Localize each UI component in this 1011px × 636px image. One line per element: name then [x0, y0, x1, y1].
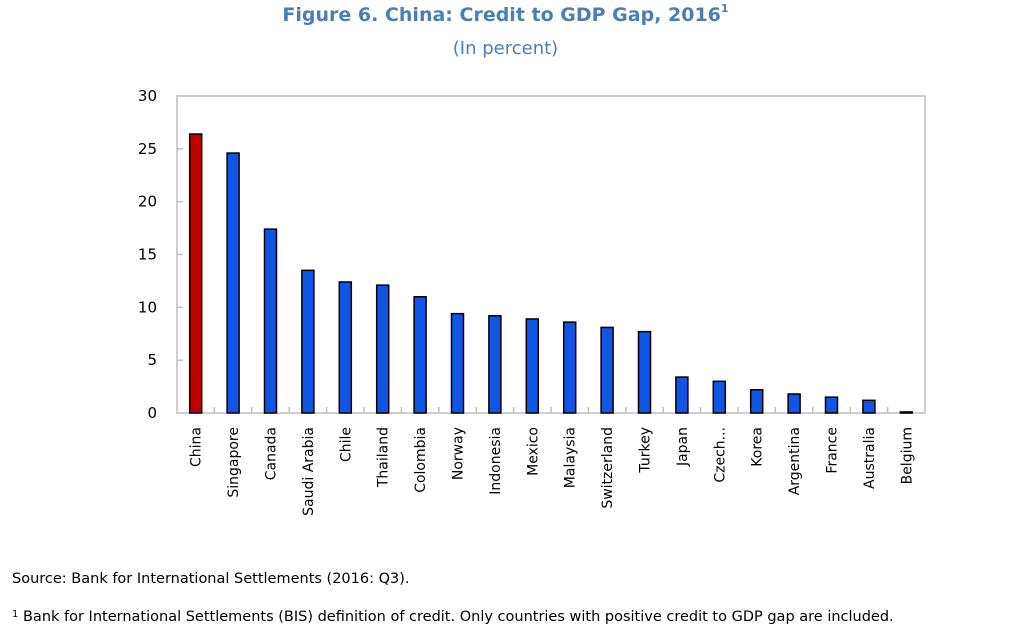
bar-thailand	[375, 284, 390, 414]
x-tick-label: Norway	[451, 427, 467, 480]
plot-area-frame	[176, 95, 926, 414]
footnote: 1 Bank for International Settlements (BI…	[12, 609, 894, 625]
footnote-marker: 1	[12, 609, 19, 620]
x-tick-label: Turkey	[638, 427, 654, 474]
bar-australia	[862, 399, 876, 414]
y-tick-label: 20	[138, 193, 157, 211]
x-tick-label: France	[825, 427, 841, 474]
bar-canada	[263, 228, 278, 414]
x-tick-label: Switzerland	[600, 427, 616, 509]
bar-chart: 0 5 10 15 20 25 30 China Singapore Canada Saudi Ar…	[138, 87, 926, 516]
y-tick-label: 10	[138, 298, 157, 316]
title-footnote-marker: 1	[720, 2, 729, 15]
x-tick-label: Malaysia	[563, 427, 579, 488]
x-tick-label: Saudi Arabia	[301, 427, 317, 516]
x-tick-label: Belgium	[899, 427, 915, 484]
chart-subtitle: (In percent)	[452, 38, 559, 59]
bar-indonesia	[488, 315, 502, 414]
y-tick-label: 25	[138, 140, 157, 158]
bar-turkey	[637, 330, 652, 414]
x-tick-label: Indonesia	[488, 427, 504, 495]
x-tick-label: Korea	[750, 427, 766, 467]
bar-mexico	[525, 318, 540, 414]
bar-korea	[749, 389, 764, 414]
y-tick-label: 0	[147, 404, 157, 422]
bar-czech	[712, 380, 727, 414]
y-tick-label: 5	[147, 351, 157, 369]
x-tick-label: Argentina	[787, 427, 803, 495]
bar-malaysia	[562, 321, 577, 414]
bar-japan	[675, 376, 689, 414]
bar-singapore	[226, 152, 240, 414]
bar-colombia	[413, 296, 427, 414]
x-tick-label: Chile	[338, 427, 354, 462]
x-tick-label: Thailand	[376, 427, 392, 488]
y-tick-label: 30	[138, 87, 157, 105]
x-tick-label: Australia	[862, 427, 878, 489]
bar-chile	[338, 281, 353, 414]
bar-china	[188, 133, 203, 414]
bar-argentina	[787, 393, 801, 414]
bar-norway	[450, 312, 465, 414]
chart-title-text: Figure 6. China: Credit to GDP Gap, 2016	[282, 4, 721, 26]
bar-saudi-arabia	[301, 269, 315, 414]
x-tick-label: Mexico	[525, 427, 541, 476]
chart-title: Figure 6. China: Credit to GDP Gap, 2016…	[0, 2, 1011, 26]
y-tick-label: 15	[138, 246, 157, 264]
bar-france	[824, 396, 839, 414]
bar-belgium	[899, 411, 914, 414]
x-tick-label: Canada	[264, 427, 280, 480]
x-tick-label: Japan	[675, 427, 691, 467]
x-tick-label: Czech...	[712, 427, 728, 483]
footnote-text: Bank for International Settlements (BIS)…	[18, 609, 894, 625]
source-note: Source: Bank for International Settlemen…	[12, 571, 410, 587]
x-tick-label: Colombia	[413, 427, 429, 493]
bar-switzerland	[600, 326, 614, 414]
x-tick-label: China	[189, 427, 205, 467]
x-tick-label: Singapore	[226, 427, 242, 498]
